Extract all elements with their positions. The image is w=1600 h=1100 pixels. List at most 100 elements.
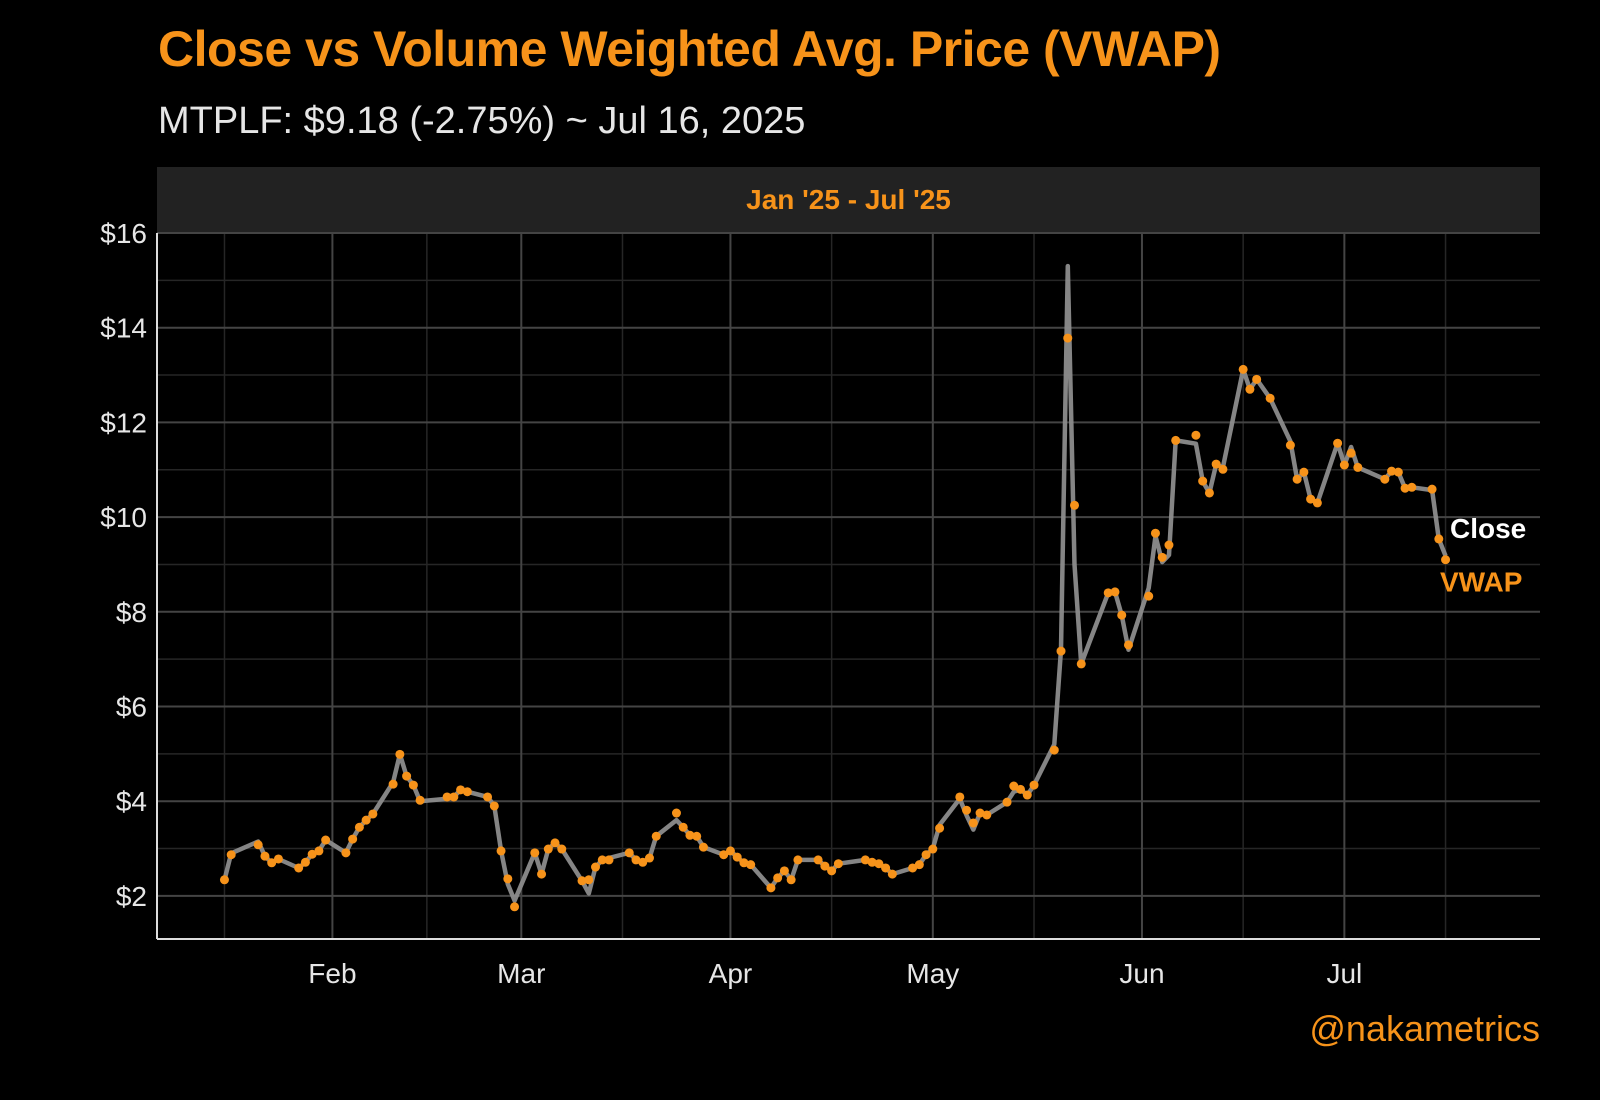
chart-title: Close vs Volume Weighted Avg. Price (VWA… [158, 21, 1221, 77]
panel-header: Jan '25 - Jul '25 [157, 167, 1540, 233]
vwap-point [415, 795, 425, 805]
vwap-point [510, 902, 520, 912]
y-tick-label: $8 [116, 597, 147, 628]
vwap-point [462, 787, 472, 797]
y-tick-label: $12 [100, 407, 147, 438]
vwap-point [644, 853, 654, 863]
vwap-point [1110, 587, 1120, 597]
vwap-point [408, 780, 418, 790]
vwap-point [226, 850, 236, 860]
vwap-point [1380, 474, 1390, 484]
vwap-point [874, 859, 884, 869]
vwap-point [1387, 466, 1397, 476]
vwap-point [354, 822, 364, 832]
vwap-point [449, 792, 459, 802]
vwap-point [1441, 555, 1451, 565]
vwap-point [1049, 745, 1059, 755]
vwap-point [1218, 464, 1228, 474]
vwap-point [1400, 483, 1410, 493]
vwap-point [867, 857, 877, 867]
vwap-point [827, 866, 837, 876]
x-tick-label: Jul [1326, 958, 1362, 989]
vwap-point [307, 849, 317, 859]
vwap-point [1191, 430, 1201, 440]
vwap-point [1292, 474, 1302, 484]
vwap-point [1333, 438, 1343, 448]
vwap-point [766, 883, 776, 893]
vwap-point [496, 846, 506, 856]
vwap-point [1427, 484, 1437, 494]
vwap-point [692, 831, 702, 841]
x-tick-label: Apr [709, 958, 753, 989]
vwap-point [314, 846, 324, 856]
vwap-point [530, 848, 540, 858]
y-tick-label: $2 [116, 881, 147, 912]
y-tick-label: $16 [100, 218, 147, 249]
close-legend-label: Close [1450, 513, 1526, 544]
vwap-point [1123, 640, 1133, 650]
vwap-point [597, 855, 607, 865]
vwap-point [388, 779, 398, 789]
vwap-point [982, 810, 992, 820]
vwap-point [456, 785, 466, 795]
y-tick-label: $14 [100, 313, 147, 344]
vwap-point [1407, 482, 1417, 492]
vwap-point [786, 875, 796, 885]
vwap-point [1070, 500, 1080, 510]
vwap-point [725, 846, 735, 856]
vwap-point [1150, 528, 1160, 538]
vwap-point [1063, 333, 1073, 343]
vwap-point [1117, 610, 1127, 620]
vwap-point [543, 844, 553, 854]
vwap-point [442, 792, 452, 802]
vwap-point [1238, 364, 1248, 374]
vwap-point [483, 792, 493, 802]
vwap-point [1144, 591, 1154, 601]
vwap-point [975, 808, 985, 818]
vwap-point [638, 857, 648, 867]
x-tick-label: May [906, 958, 959, 989]
vwap-point [577, 876, 587, 886]
vwap-point [591, 862, 601, 872]
vwap-point [928, 844, 938, 854]
vwap-point [887, 869, 897, 879]
vwap-point [361, 815, 371, 825]
vwap-point [793, 855, 803, 865]
vwap-point [968, 818, 978, 828]
vwap-point [962, 805, 972, 815]
vwap-point [1056, 646, 1066, 656]
vwap-point [914, 860, 924, 870]
vwap-point [881, 863, 891, 873]
credit-handle: @nakametrics [1309, 1008, 1540, 1049]
vwap-point [935, 823, 945, 833]
vwap-point [300, 857, 310, 867]
panel-label: Jan '25 - Jul '25 [746, 184, 951, 215]
vwap-point [260, 851, 270, 861]
vwap-point [273, 854, 283, 864]
x-tick-label: Feb [308, 958, 356, 989]
y-tick-label: $10 [100, 502, 147, 533]
vwap-point [1306, 494, 1316, 504]
vwap-point [489, 801, 499, 811]
vwap-point [921, 850, 931, 860]
vwap-point [1252, 374, 1262, 384]
vwap-point [368, 809, 378, 819]
chart-subtitle: MTPLF: $9.18 (-2.75%) ~ Jul 16, 2025 [158, 100, 806, 142]
vwap-point [253, 840, 263, 850]
vwap-point [1245, 384, 1255, 394]
vwap-point [1285, 440, 1295, 450]
vwap-point [1198, 476, 1208, 486]
vwap-point [1164, 540, 1174, 550]
x-tick-label: Mar [497, 958, 545, 989]
vwap-point [719, 850, 729, 860]
vwap-point [739, 858, 749, 868]
vwap-point [624, 848, 634, 858]
vwap-point [833, 859, 843, 869]
vwap-point [294, 863, 304, 873]
vwap-point [321, 835, 331, 845]
vwap-point [1103, 588, 1113, 598]
vwap-point [813, 855, 823, 865]
vwap-point [1009, 781, 1019, 791]
vwap-point [557, 844, 567, 854]
